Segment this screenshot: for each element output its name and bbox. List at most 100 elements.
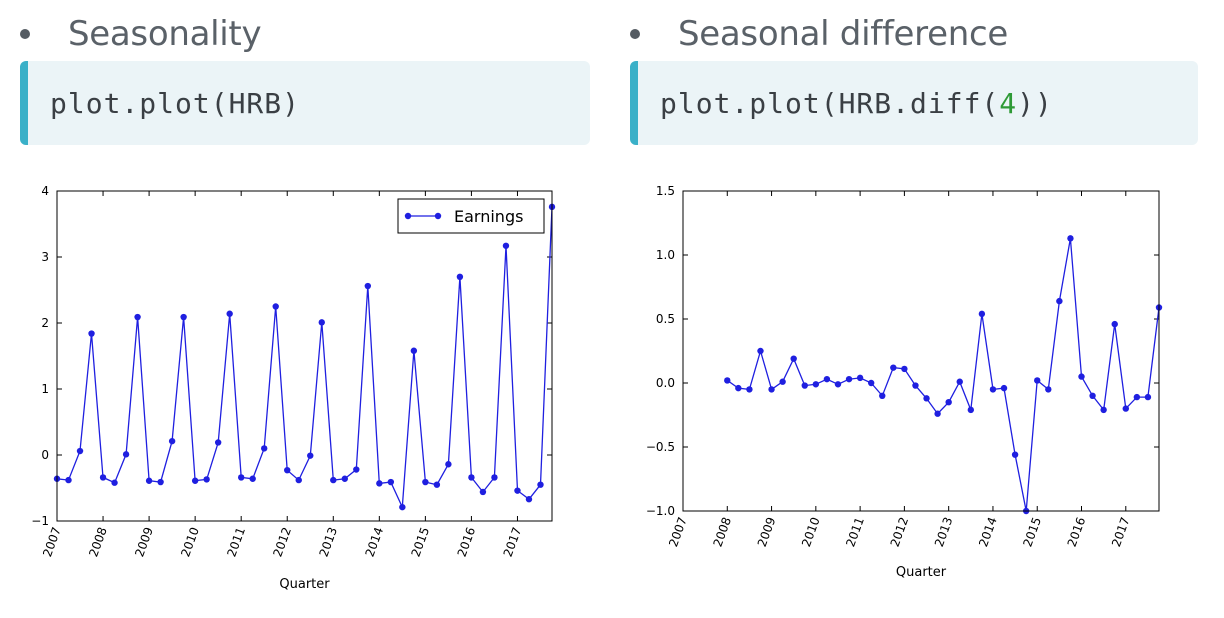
series-line	[57, 206, 552, 508]
plot-frame	[56, 190, 553, 522]
bullet-text: Seasonality	[68, 14, 262, 54]
legend-marker	[434, 212, 442, 220]
bullet-point-icon	[630, 29, 640, 39]
data-point	[145, 477, 153, 484]
data-point	[134, 313, 141, 321]
data-point	[768, 386, 775, 393]
data-point	[237, 474, 245, 481]
data-point	[111, 479, 118, 486]
data-point	[989, 386, 997, 393]
data-point	[1000, 384, 1008, 392]
x-tick-label: 2013	[932, 515, 956, 548]
data-point	[76, 447, 84, 455]
seasonal-difference-chart: −1.0 −0.5 0.0 0.5 1.0 1.5 2007 2008 2009 2010 2011…	[646, 184, 1163, 580]
data-point	[967, 406, 975, 414]
data-point	[956, 378, 963, 385]
data-point	[180, 313, 187, 321]
data-point	[537, 481, 544, 488]
data-point	[410, 347, 418, 354]
data-point	[912, 382, 919, 389]
data-point	[226, 310, 233, 317]
y-tick-label: 1	[41, 382, 49, 396]
series-line	[726, 238, 1159, 511]
data-point	[856, 374, 864, 382]
y-tick-label: −1.0	[646, 504, 675, 518]
data-point	[364, 282, 372, 290]
data-point	[1100, 406, 1107, 414]
bullet-text: Seasonal difference	[678, 14, 1008, 54]
data-point	[735, 384, 742, 392]
data-point	[284, 466, 291, 474]
legend-label: Earnings	[454, 207, 523, 226]
data-point	[214, 439, 222, 446]
data-point	[249, 475, 256, 482]
x-tick-label: 2016	[455, 525, 479, 558]
data-point	[422, 478, 429, 486]
data-point	[491, 474, 498, 481]
code-block-plot: plot.plot(HRB)	[20, 61, 590, 145]
x-tick-label: 2016	[1065, 515, 1089, 548]
x-tick-label: 2011	[843, 515, 867, 548]
data-point	[122, 451, 130, 458]
x-tick-label: 2017	[1109, 515, 1133, 548]
data-point	[191, 477, 199, 484]
y-tick-label: 0.0	[656, 376, 675, 390]
data-point	[867, 379, 875, 387]
data-point	[479, 488, 487, 496]
data-point	[945, 399, 952, 406]
bullet-seasonality: Seasonality	[18, 10, 262, 58]
x-tick-label: 2010	[799, 515, 823, 548]
earnings-chart: −1 0 1 2 3 4 2007 2008 2009 2010 2011 2012 2013 2014 2…	[31, 184, 556, 592]
data-point	[1045, 386, 1052, 393]
x-tick-label: 2007	[666, 515, 690, 548]
data-point	[88, 330, 95, 337]
data-point	[812, 381, 820, 388]
data-point	[1111, 320, 1118, 328]
data-point	[779, 378, 786, 385]
x-tick-label: 2010	[178, 525, 202, 558]
data-point	[341, 475, 348, 482]
plot-frame	[682, 190, 1160, 512]
data-point	[1144, 393, 1152, 401]
data-point	[456, 273, 464, 280]
code-suffix: ))	[1017, 86, 1053, 120]
data-point	[823, 375, 831, 383]
legend-marker	[404, 212, 412, 220]
data-point	[1067, 235, 1074, 242]
data-point	[514, 487, 521, 494]
data-point	[1122, 405, 1129, 412]
data-point	[901, 365, 908, 373]
data-point	[445, 461, 452, 468]
bullet-point-icon	[20, 29, 30, 39]
x-tick-label: 2014	[976, 515, 1000, 548]
data-point	[845, 375, 853, 383]
code-prefix: plot.plot(HRB.diff(	[660, 86, 1000, 120]
data-point	[433, 481, 441, 488]
y-tick-label: −1	[31, 514, 49, 528]
y-tick-label: 2	[41, 316, 49, 330]
data-point	[1078, 373, 1085, 380]
y-tick-label: 3	[41, 250, 49, 264]
y-tick-label: 0.5	[656, 312, 675, 326]
code-text: plot.plot(HRB.diff(4))	[660, 87, 1053, 120]
data-point	[1089, 392, 1096, 399]
x-axis-label: Quarter	[896, 565, 947, 580]
data-point	[261, 445, 268, 452]
code-number: 4	[999, 86, 1018, 120]
x-tick-label: 2007	[40, 525, 64, 558]
code-text: plot.plot(HRB)	[50, 86, 301, 120]
x-tick-label: 2012	[888, 515, 912, 548]
x-tick-label: 2011	[224, 525, 248, 558]
y-tick-label: 0	[41, 448, 49, 462]
x-tick-label: 2013	[316, 525, 340, 558]
data-point	[353, 466, 360, 473]
x-tick-label: 2009	[132, 525, 156, 558]
data-point	[272, 303, 279, 310]
data-point	[99, 474, 107, 481]
data-point	[923, 395, 930, 402]
data-point	[65, 476, 72, 484]
x-tick-label: 2015	[409, 525, 433, 558]
data-point	[318, 319, 325, 326]
data-point	[168, 437, 176, 445]
data-point	[525, 496, 533, 503]
